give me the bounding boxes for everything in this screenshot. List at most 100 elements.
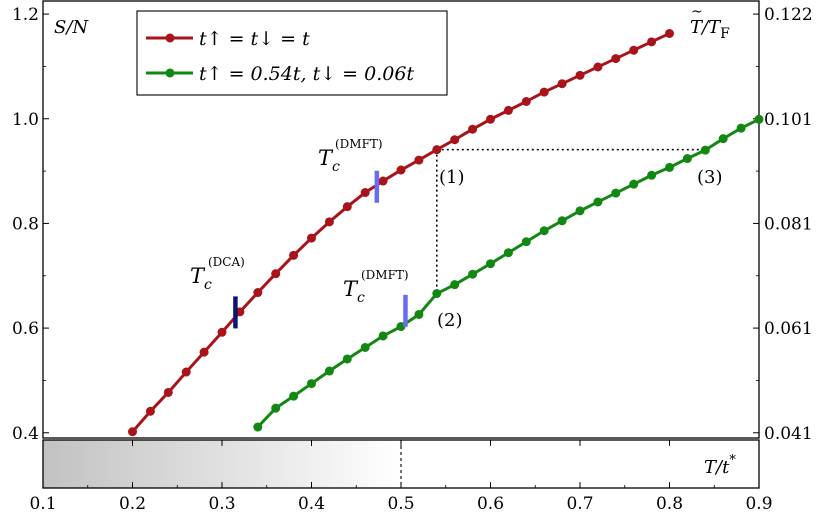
series-1-point [647, 170, 657, 180]
series-0-point [486, 114, 495, 124]
point-label-2: (2) [437, 310, 463, 331]
series-0-point [271, 269, 281, 279]
point-label-1: (1) [439, 167, 465, 188]
series-1-point [450, 280, 460, 290]
y2-tick-label-0.061: 0.061 [764, 319, 813, 339]
series-0-point [307, 233, 316, 243]
x-tick-label-0.6: 0.6 [477, 494, 504, 513]
series-1-point [342, 354, 352, 364]
series-1-point [432, 289, 442, 299]
tc-markers-layer [233, 170, 408, 329]
legend-label-red: t↑ = t↓ = t [199, 28, 310, 50]
series-0-point [145, 406, 155, 416]
series-0-point [217, 327, 227, 337]
series-1-point [503, 248, 513, 258]
series-1-point [486, 259, 495, 269]
series-1-point [253, 422, 263, 432]
series-1-point [682, 154, 692, 164]
x-tick-label-0.7: 0.7 [566, 494, 593, 513]
x-tick-label-0.5: 0.5 [387, 494, 414, 513]
series-0-point [128, 427, 137, 437]
legend: t↑ = t↓ = t t↑ = 0.54t, t↓ = 0.06t [136, 10, 448, 96]
series-1-point [378, 331, 388, 341]
series-1-point [611, 188, 621, 198]
series-0-point [593, 62, 603, 72]
legend-label-green: t↑ = 0.54t, t↓ = 0.06t [199, 63, 414, 85]
y-tick-label-1.0: 1.0 [12, 110, 39, 130]
series-0-point [450, 135, 460, 145]
y-tick-label-0.8: 0.8 [12, 214, 39, 234]
series-1-point [289, 391, 299, 401]
series-1-point [324, 366, 334, 376]
series-1-point [718, 134, 728, 144]
series-1-point [307, 379, 316, 389]
series-1-point [575, 206, 585, 216]
series-0-point [468, 124, 478, 134]
series-0-point [414, 155, 424, 165]
y2-tick-label-0.122: 0.122 [764, 5, 813, 25]
y2-label-tilde: ~ [691, 4, 703, 20]
series-1-point [521, 237, 531, 247]
series-0-point [289, 250, 299, 260]
series-0-point [665, 28, 674, 38]
y2-tick-label-0.081: 0.081 [764, 214, 813, 234]
x-tick-label-0.3: 0.3 [208, 494, 235, 513]
series-0-point [396, 165, 406, 175]
series-1-point [736, 123, 746, 133]
series-0-point [181, 367, 191, 377]
series-1-point [629, 179, 639, 189]
series-0-point [253, 288, 263, 298]
series-1-point [271, 403, 281, 413]
tc-dca-sup: (DCA) [208, 255, 245, 269]
series-0-point [163, 387, 173, 397]
x-tick-label-0.8: 0.8 [656, 494, 683, 513]
series-1-point [665, 162, 674, 172]
series-1-point [754, 114, 764, 124]
y-axis-label: S/N [54, 17, 89, 38]
x-tick-label-0.2: 0.2 [119, 494, 146, 513]
series-0-point [432, 145, 442, 155]
series-0-point [647, 37, 657, 47]
legend-box [136, 10, 448, 96]
y2-axis-label: T/TF [690, 17, 730, 42]
tc-dmft-lower-sup: (DMFT) [361, 268, 409, 282]
tc-dca-label: Tc [190, 264, 212, 293]
x-axis-label: T/t* [704, 453, 736, 478]
series-0-point [360, 188, 370, 198]
main-plot-frame [42, 0, 760, 439]
series-0-point [342, 202, 352, 212]
y-tick-label-0.4: 0.4 [12, 424, 39, 444]
axis-ticks: 0.1 0.2 0.3 0.4 0.5 0.6 0.7 0.8 0.9 0.4 0.041 0.6 0.… [12, 5, 813, 513]
series-1-point [414, 309, 424, 319]
inset-gradient-bar [43, 440, 401, 488]
series-1-point [468, 269, 478, 279]
series-layer [128, 28, 764, 437]
series-0-point [557, 79, 567, 89]
guide-lines [435, 148, 706, 294]
series-1-point [593, 197, 603, 207]
series-0-point [539, 87, 549, 97]
series-0-point [378, 176, 388, 186]
series-0-point [629, 45, 639, 55]
series-0-point [199, 347, 209, 357]
tc-dmft-lower-label: Tc [343, 277, 365, 306]
x-tick-label-0.1: 0.1 [29, 494, 56, 513]
point-label-3: (3) [697, 167, 723, 188]
legend-marker-green [165, 68, 175, 78]
tc-dmft-upper-sup: (DMFT) [335, 137, 383, 151]
series-0-point [503, 105, 513, 115]
series-1-point [700, 145, 710, 155]
y2-tick-label-0.041: 0.041 [764, 424, 813, 444]
series-1-point [557, 216, 567, 226]
series-0-point [575, 70, 585, 80]
series-0-point [324, 217, 334, 227]
x-tick-label-0.4: 0.4 [298, 494, 325, 513]
series-0-point [611, 54, 621, 64]
series-1-point [360, 342, 370, 352]
x-tick-label-0.9: 0.9 [745, 494, 772, 513]
y-tick-label-1.2: 1.2 [12, 5, 39, 25]
series-0-point [521, 96, 531, 106]
series-1-point [539, 226, 549, 236]
y-tick-label-0.6: 0.6 [12, 319, 39, 339]
